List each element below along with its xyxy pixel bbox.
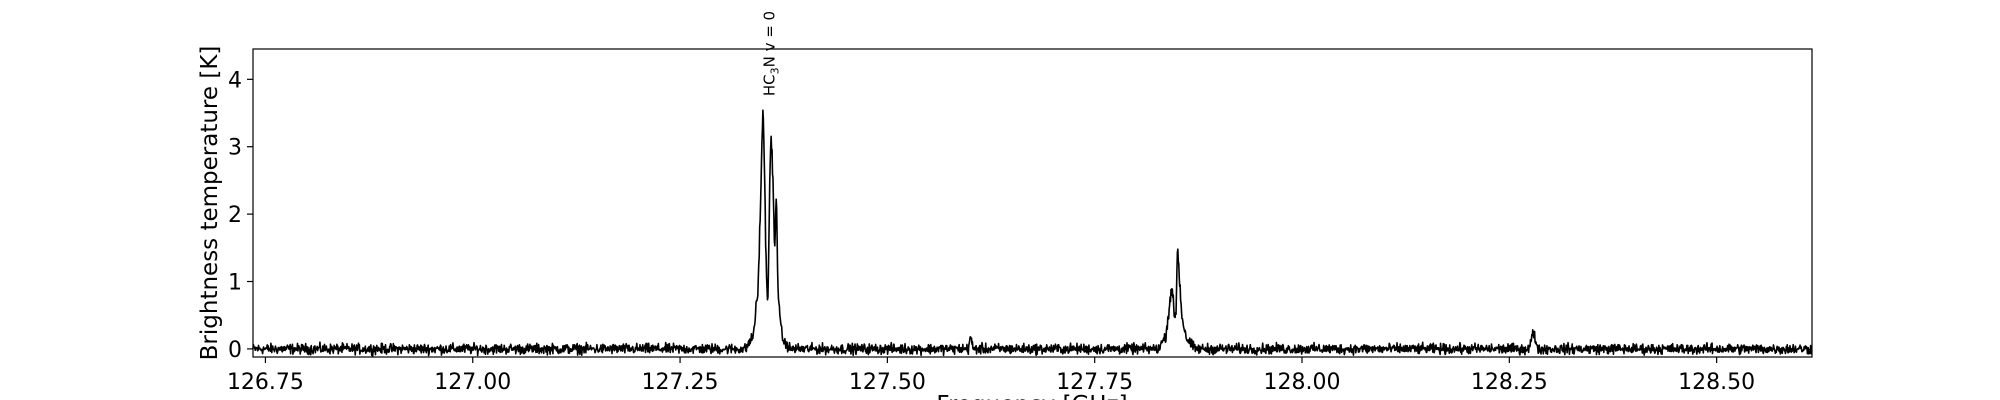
line-annotation-hc3n: HC3N v = 0 <box>761 11 782 96</box>
x-tick-label: 128.25 <box>1471 370 1548 395</box>
x-tick-label: 127.00 <box>434 370 511 395</box>
x-tick-label: 127.25 <box>642 370 719 395</box>
y-axis-label: Brightness temperature [K] <box>197 46 223 361</box>
x-tick-label: 128.00 <box>1264 370 1341 395</box>
annotation-subscript: 3 <box>769 67 782 74</box>
spectrum-line <box>252 109 1813 357</box>
y-tick-label: 3 <box>228 136 242 161</box>
y-axis-ticks: 0 1 2 3 4 <box>228 68 253 363</box>
y-tick-label: 2 <box>228 203 242 228</box>
x-tick-label: 128.50 <box>1678 370 1755 395</box>
x-axis-ticks: 126.75 127.00 127.25 127.50 127.75 128.00 128.… <box>227 357 1755 395</box>
plot-frame <box>252 48 1813 358</box>
plot-area <box>252 48 1813 358</box>
x-tick-label: 126.75 <box>227 370 304 395</box>
annotation-molecule: HC <box>761 74 779 96</box>
y-tick-label: 0 <box>228 338 242 363</box>
y-tick-label: 4 <box>228 68 242 93</box>
x-axis-label: Frequency [GHz] <box>936 392 1127 400</box>
annotation-state: N v = 0 <box>761 11 779 68</box>
x-tick-label: 127.75 <box>1056 370 1133 395</box>
x-tick-label: 127.50 <box>849 370 926 395</box>
y-tick-label: 1 <box>228 271 242 296</box>
